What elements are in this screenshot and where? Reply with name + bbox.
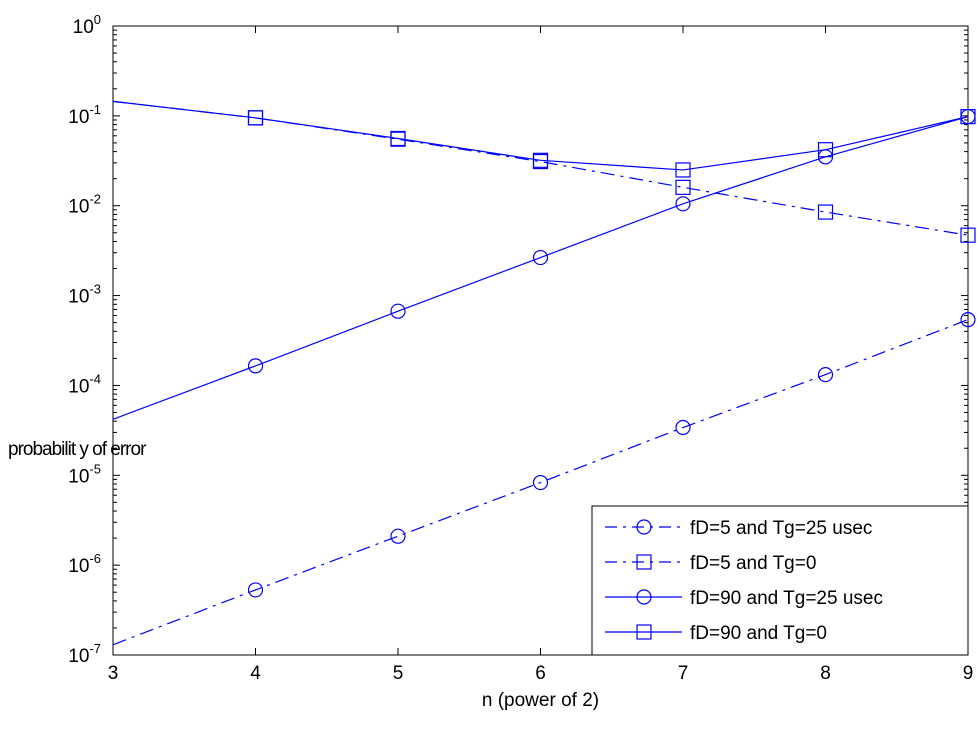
legend-marker-square bbox=[636, 624, 652, 640]
series-1 bbox=[112, 312, 976, 646]
series-layer bbox=[112, 100, 976, 646]
data-point-circle bbox=[532, 249, 549, 266]
series-4 bbox=[112, 100, 976, 178]
y-tick-exponent: -2 bbox=[89, 192, 101, 207]
y-tick-exponent: -4 bbox=[89, 371, 101, 386]
y-tick-base: 10 bbox=[68, 466, 89, 487]
y-tick-base: 10 bbox=[68, 107, 89, 128]
data-point-square bbox=[532, 152, 549, 168]
data-point-square bbox=[675, 179, 691, 195]
legend-marker-square bbox=[636, 554, 652, 570]
y-tick-label: 10-7 bbox=[68, 641, 101, 667]
data-point-square bbox=[960, 227, 976, 243]
y-tick-exponent: -3 bbox=[89, 282, 101, 297]
y-tick-exponent: -6 bbox=[89, 551, 101, 566]
y-tick-label: 100 bbox=[73, 12, 101, 38]
legend: fD=5 and Tg=25 usec fD=5 and Tg=0 fD=90 an… bbox=[591, 505, 969, 656]
legend-item: fD=90 and Tg=0 bbox=[605, 623, 827, 644]
data-point-circle bbox=[390, 528, 406, 544]
x-tick-label: 4 bbox=[250, 663, 261, 684]
data-point-circle bbox=[675, 196, 691, 212]
legend-label: fD=90 and Tg=0 bbox=[690, 623, 827, 644]
y-tick-exponent: 0 bbox=[94, 12, 101, 27]
legend-label: fD=5 and Tg=25 usec bbox=[690, 518, 872, 539]
series-line bbox=[112, 100, 969, 171]
x-tick-label: 5 bbox=[393, 663, 404, 684]
data-point-square bbox=[390, 130, 406, 147]
legend-item: fD=90 and Tg=25 usec bbox=[605, 588, 883, 609]
y-tick-exponent: -1 bbox=[89, 102, 101, 117]
data-point-circle bbox=[960, 312, 976, 328]
data-point-circle bbox=[247, 582, 264, 598]
y-tick-base: 10 bbox=[68, 556, 89, 577]
y-tick-label: 10-5 bbox=[68, 461, 101, 487]
y-tick-label: 10-4 bbox=[68, 371, 101, 397]
data-point-square bbox=[817, 142, 834, 158]
y-tick-base: 10 bbox=[68, 197, 89, 218]
legend-label: fD=90 and Tg=25 usec bbox=[690, 588, 883, 609]
y-tick-exponent: -7 bbox=[89, 641, 101, 656]
data-point-square bbox=[247, 110, 264, 126]
y-tick-label: 10-6 bbox=[68, 551, 101, 577]
x-tick-label: 3 bbox=[108, 663, 119, 684]
y-tick-label: 10-2 bbox=[68, 192, 101, 218]
x-axis-label: n (power of 2) bbox=[482, 690, 599, 711]
legend-box bbox=[591, 505, 969, 656]
legend-item: fD=5 and Tg=0 bbox=[605, 553, 816, 574]
x-tick-label: 7 bbox=[678, 663, 689, 684]
y-tick-label: 10-3 bbox=[68, 282, 101, 308]
y-tick-base: 10 bbox=[68, 287, 89, 308]
data-point-square bbox=[817, 204, 834, 220]
data-point-circle bbox=[532, 474, 549, 491]
y-tick-exponent: -5 bbox=[89, 461, 101, 476]
x-tick-label: 9 bbox=[963, 663, 974, 684]
y-axis-label: probabilit y of error bbox=[8, 439, 147, 460]
legend-label: fD=5 and Tg=0 bbox=[690, 553, 816, 574]
series-line bbox=[112, 319, 969, 646]
data-point-circle bbox=[817, 366, 834, 383]
legend-marker-circle bbox=[636, 519, 652, 535]
data-point-circle bbox=[247, 358, 264, 374]
legend-item: fD=5 and Tg=25 usec bbox=[605, 518, 872, 539]
y-tick-base: 10 bbox=[68, 646, 89, 667]
y-tick-base: 10 bbox=[73, 17, 94, 38]
x-tick-label: 6 bbox=[535, 663, 546, 684]
x-tick-label: 8 bbox=[820, 663, 831, 684]
y-tick-base: 10 bbox=[68, 376, 89, 397]
legend-marker-circle bbox=[636, 589, 652, 605]
data-point-square bbox=[960, 109, 976, 125]
data-point-circle bbox=[675, 419, 691, 436]
data-point-square bbox=[675, 162, 691, 178]
y-tick-label: 10-1 bbox=[68, 102, 101, 128]
data-point-circle bbox=[390, 303, 406, 319]
